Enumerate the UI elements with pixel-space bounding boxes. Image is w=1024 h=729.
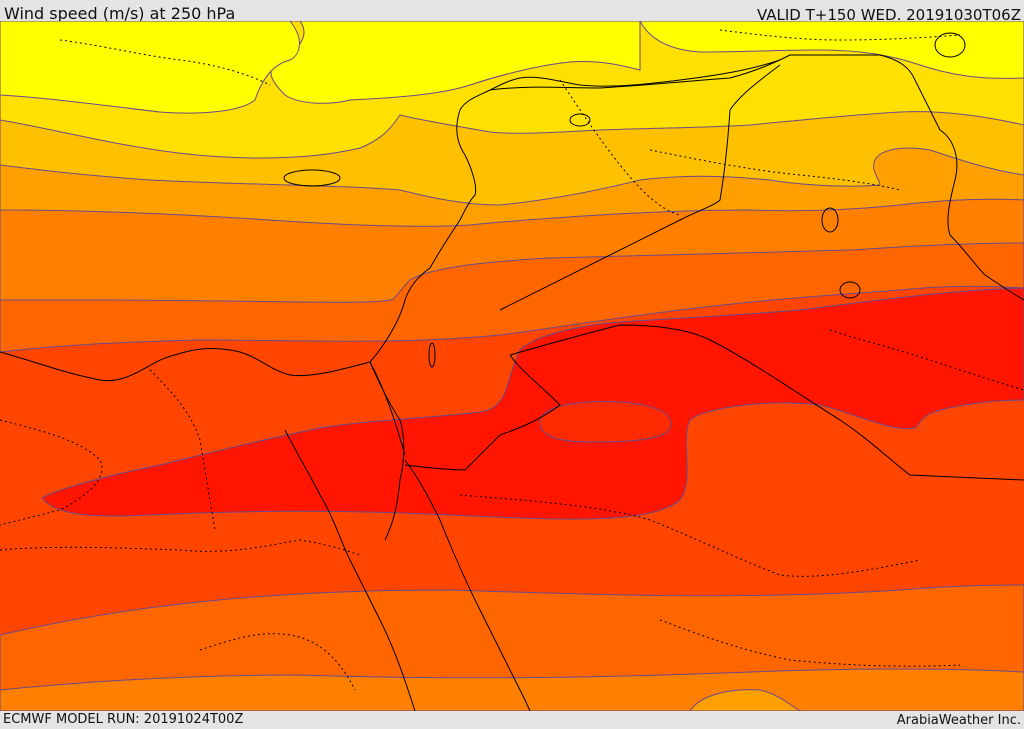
lake-2 [821,207,839,233]
header-bar: Wind speed (m/s) at 250 hPa VALID T+150 … [0,0,1024,24]
map-canvas [0,21,1024,711]
band-north-1c [639,21,1024,79]
dotted-border-10 [59,39,271,86]
cyprus-island [283,169,341,187]
valid-time-label: VALID T+150 WED. 20191030T06Z [756,6,1021,24]
border-iran-iraq [914,79,1024,301]
model-run-label: ECMWF MODEL RUN: 20191024T00Z [3,712,244,727]
dotted-border-11 [719,29,961,41]
coastline-north-africa [0,267,431,382]
dotted-border-5 [559,79,681,216]
dotted-border-4 [649,149,901,191]
band-north-1b [0,21,300,114]
credit-label: ArabiaWeather Inc. [896,713,1021,728]
coastline-red-sea-east [404,459,531,711]
border-egypt-israel [369,361,406,456]
coastline-turkey [489,59,781,91]
dotted-border-8 [659,619,961,667]
jet-pocket [539,401,672,443]
border-jordan-saudi [404,354,561,471]
lake-3 [839,281,861,299]
wind-speed-map [0,21,1024,711]
coastline-levant [429,89,491,269]
border-syria-turkey [489,54,916,91]
coastline-gulf-suez [284,429,416,711]
dotted-border-2 [459,494,921,577]
dotted-border-1 [0,539,361,556]
dotted-border-9 [149,369,216,531]
lake-4 [934,32,966,58]
border-iraq-saudi [509,324,1024,481]
dotted-border-7 [829,329,1024,391]
dead-sea [428,342,436,368]
dotted-border-3 [0,419,103,526]
map-title: Wind speed (m/s) at 250 hPa [4,4,236,23]
border-jordan-iraq [499,64,781,311]
lake-1 [569,113,591,127]
footer-bar: ECMWF MODEL RUN: 20191024T00Z ArabiaWeat… [0,711,1024,729]
band-south-3 [689,689,801,711]
